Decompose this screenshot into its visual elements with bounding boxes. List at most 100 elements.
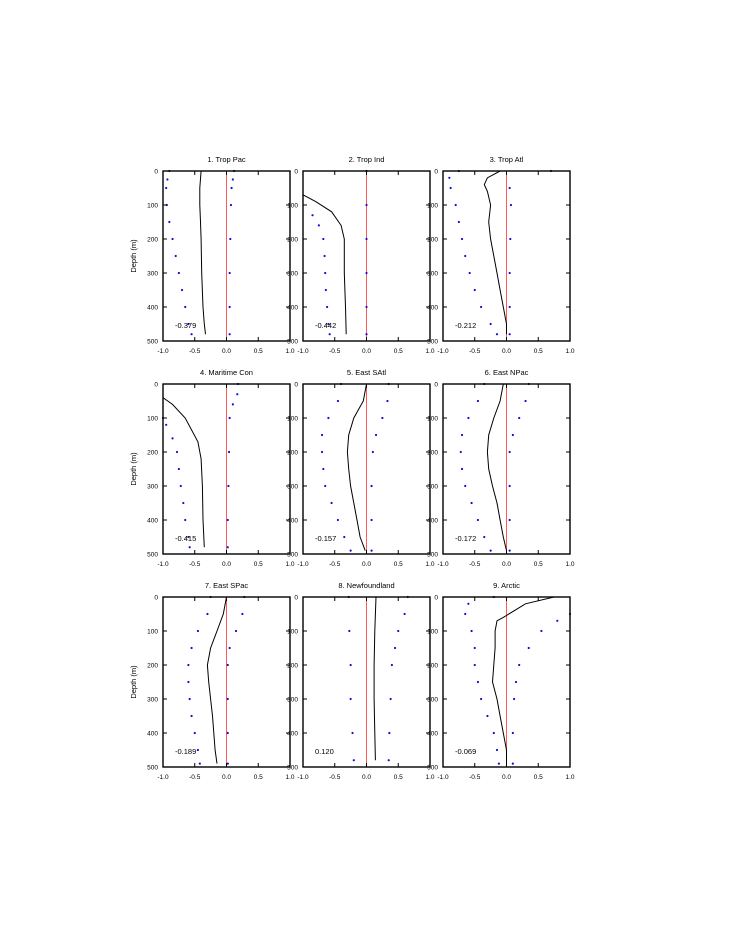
y-tick-label: 200 — [427, 662, 438, 669]
y-tick-label: 100 — [147, 415, 158, 422]
panel-4: 4. Maritime Con -1.0 -0.5 0.0 0.5 1.0 0 100 200 3… — [129, 368, 295, 568]
lower-bound-point — [457, 220, 460, 224]
upper-bound-point — [508, 333, 511, 336]
lower-bound-point — [480, 697, 483, 701]
lower-bound-point — [336, 399, 340, 403]
panel-title: 6. East NPac — [485, 368, 529, 377]
lower-bound-point — [336, 518, 340, 522]
lower-bound-point — [311, 214, 314, 217]
upper-bound-point — [556, 619, 559, 622]
y-tick-label: 200 — [427, 449, 438, 456]
x-tick-label: -1.0 — [437, 561, 449, 568]
lower-bound-point — [489, 549, 492, 552]
lower-bound-point — [460, 467, 464, 471]
x-tick-label: -1.0 — [437, 348, 449, 355]
x-tick-label: 1.0 — [285, 348, 294, 355]
mean-profile-line — [373, 597, 377, 761]
x-tick-label: -1.0 — [437, 774, 449, 781]
panel-1: 1. Trop Pac -1.0 -0.5 0.0 0.5 1.0 0 100 200 300 40… — [129, 155, 295, 355]
panel-title: 9. Arctic — [493, 581, 520, 590]
y-tick-label: 0 — [434, 381, 438, 388]
lower-bound-point — [476, 680, 480, 684]
lower-bound-point — [182, 501, 185, 505]
y-tick-label: 100 — [427, 202, 438, 209]
lower-bound-point — [320, 433, 324, 437]
x-tick-label: 0.0 — [222, 561, 231, 568]
x-tick-label: -0.5 — [189, 348, 201, 355]
lower-bound-point — [489, 322, 492, 326]
upper-bound-point — [234, 629, 238, 633]
lower-bound-point — [464, 254, 467, 258]
lower-bound-point — [497, 762, 500, 765]
y-tick-label: 0 — [434, 594, 438, 601]
y-tick-label: 500 — [427, 338, 438, 345]
y-tick-label: 100 — [427, 415, 438, 422]
y-tick-label: 500 — [287, 551, 298, 558]
y-tick-label: 400 — [147, 304, 158, 311]
upper-bound-point — [511, 762, 514, 765]
upper-bound-point — [389, 697, 392, 701]
lower-bound-point — [328, 333, 331, 336]
y-tick-label: 400 — [427, 304, 438, 311]
lower-bound-point — [323, 254, 326, 258]
upper-bound-point — [387, 759, 390, 762]
y-tick-label: 100 — [147, 628, 158, 635]
y-axis-label: Depth (m) — [129, 452, 138, 486]
lower-bound-point — [348, 629, 351, 633]
panel-annotation: -0.442 — [315, 321, 336, 330]
x-tick-label: 0.5 — [534, 348, 543, 355]
mean-profile-line — [206, 597, 227, 764]
upper-bound-point — [228, 305, 231, 309]
lower-bound-point — [187, 535, 190, 539]
upper-bound-point — [365, 333, 368, 336]
y-tick-label: 400 — [287, 517, 298, 524]
upper-bound-point — [508, 484, 511, 488]
y-tick-label: 400 — [147, 517, 158, 524]
y-tick-label: 300 — [287, 483, 298, 490]
lower-bound-point — [175, 450, 179, 454]
upper-bound-point — [228, 646, 231, 650]
lower-bound-point — [473, 288, 476, 292]
upper-bound-point — [227, 450, 231, 454]
panel-annotation: 0.120 — [315, 747, 334, 756]
panel-title: 7. East SPac — [205, 581, 249, 590]
y-tick-label: 200 — [287, 449, 298, 456]
y-tick-label: 100 — [427, 628, 438, 635]
upper-bound-point — [518, 663, 521, 667]
upper-bound-point — [226, 546, 229, 549]
lower-bound-point — [351, 731, 354, 735]
mean-profile-line — [346, 384, 367, 551]
upper-bound-point — [230, 186, 233, 190]
lower-bound-point — [476, 399, 480, 403]
upper-bound-point — [509, 203, 513, 207]
upper-bound-point — [365, 203, 368, 207]
upper-bound-point — [393, 646, 397, 650]
upper-bound-point — [511, 731, 514, 735]
lower-bound-point — [483, 535, 486, 539]
lower-bound-point — [473, 646, 476, 650]
y-tick-label: 0 — [154, 381, 158, 388]
lower-bound-point — [171, 237, 174, 241]
x-tick-label: 0.0 — [362, 561, 371, 568]
panel-title: 5. East SAtl — [347, 368, 387, 377]
lower-bound-point — [467, 416, 470, 420]
x-tick-label: 0.0 — [502, 348, 511, 355]
upper-bound-point — [527, 646, 530, 650]
x-tick-label: -0.5 — [189, 561, 201, 568]
mean-profile-line — [303, 194, 347, 335]
panel-title: 4. Maritime Con — [200, 368, 253, 377]
upper-bound-point — [518, 416, 521, 420]
upper-bound-point — [226, 697, 229, 701]
lower-bound-point — [190, 333, 193, 336]
x-tick-label: -1.0 — [297, 348, 309, 355]
y-tick-label: 0 — [154, 594, 158, 601]
lower-bound-point — [459, 450, 462, 454]
panel-annotation: -0.172 — [455, 534, 476, 543]
y-tick-label: 100 — [287, 202, 298, 209]
x-tick-label: 0.5 — [394, 348, 403, 355]
x-tick-label: 0.5 — [254, 774, 263, 781]
upper-bound-point — [365, 305, 368, 309]
upper-bound-point — [511, 433, 514, 437]
x-tick-label: -0.5 — [329, 774, 341, 781]
